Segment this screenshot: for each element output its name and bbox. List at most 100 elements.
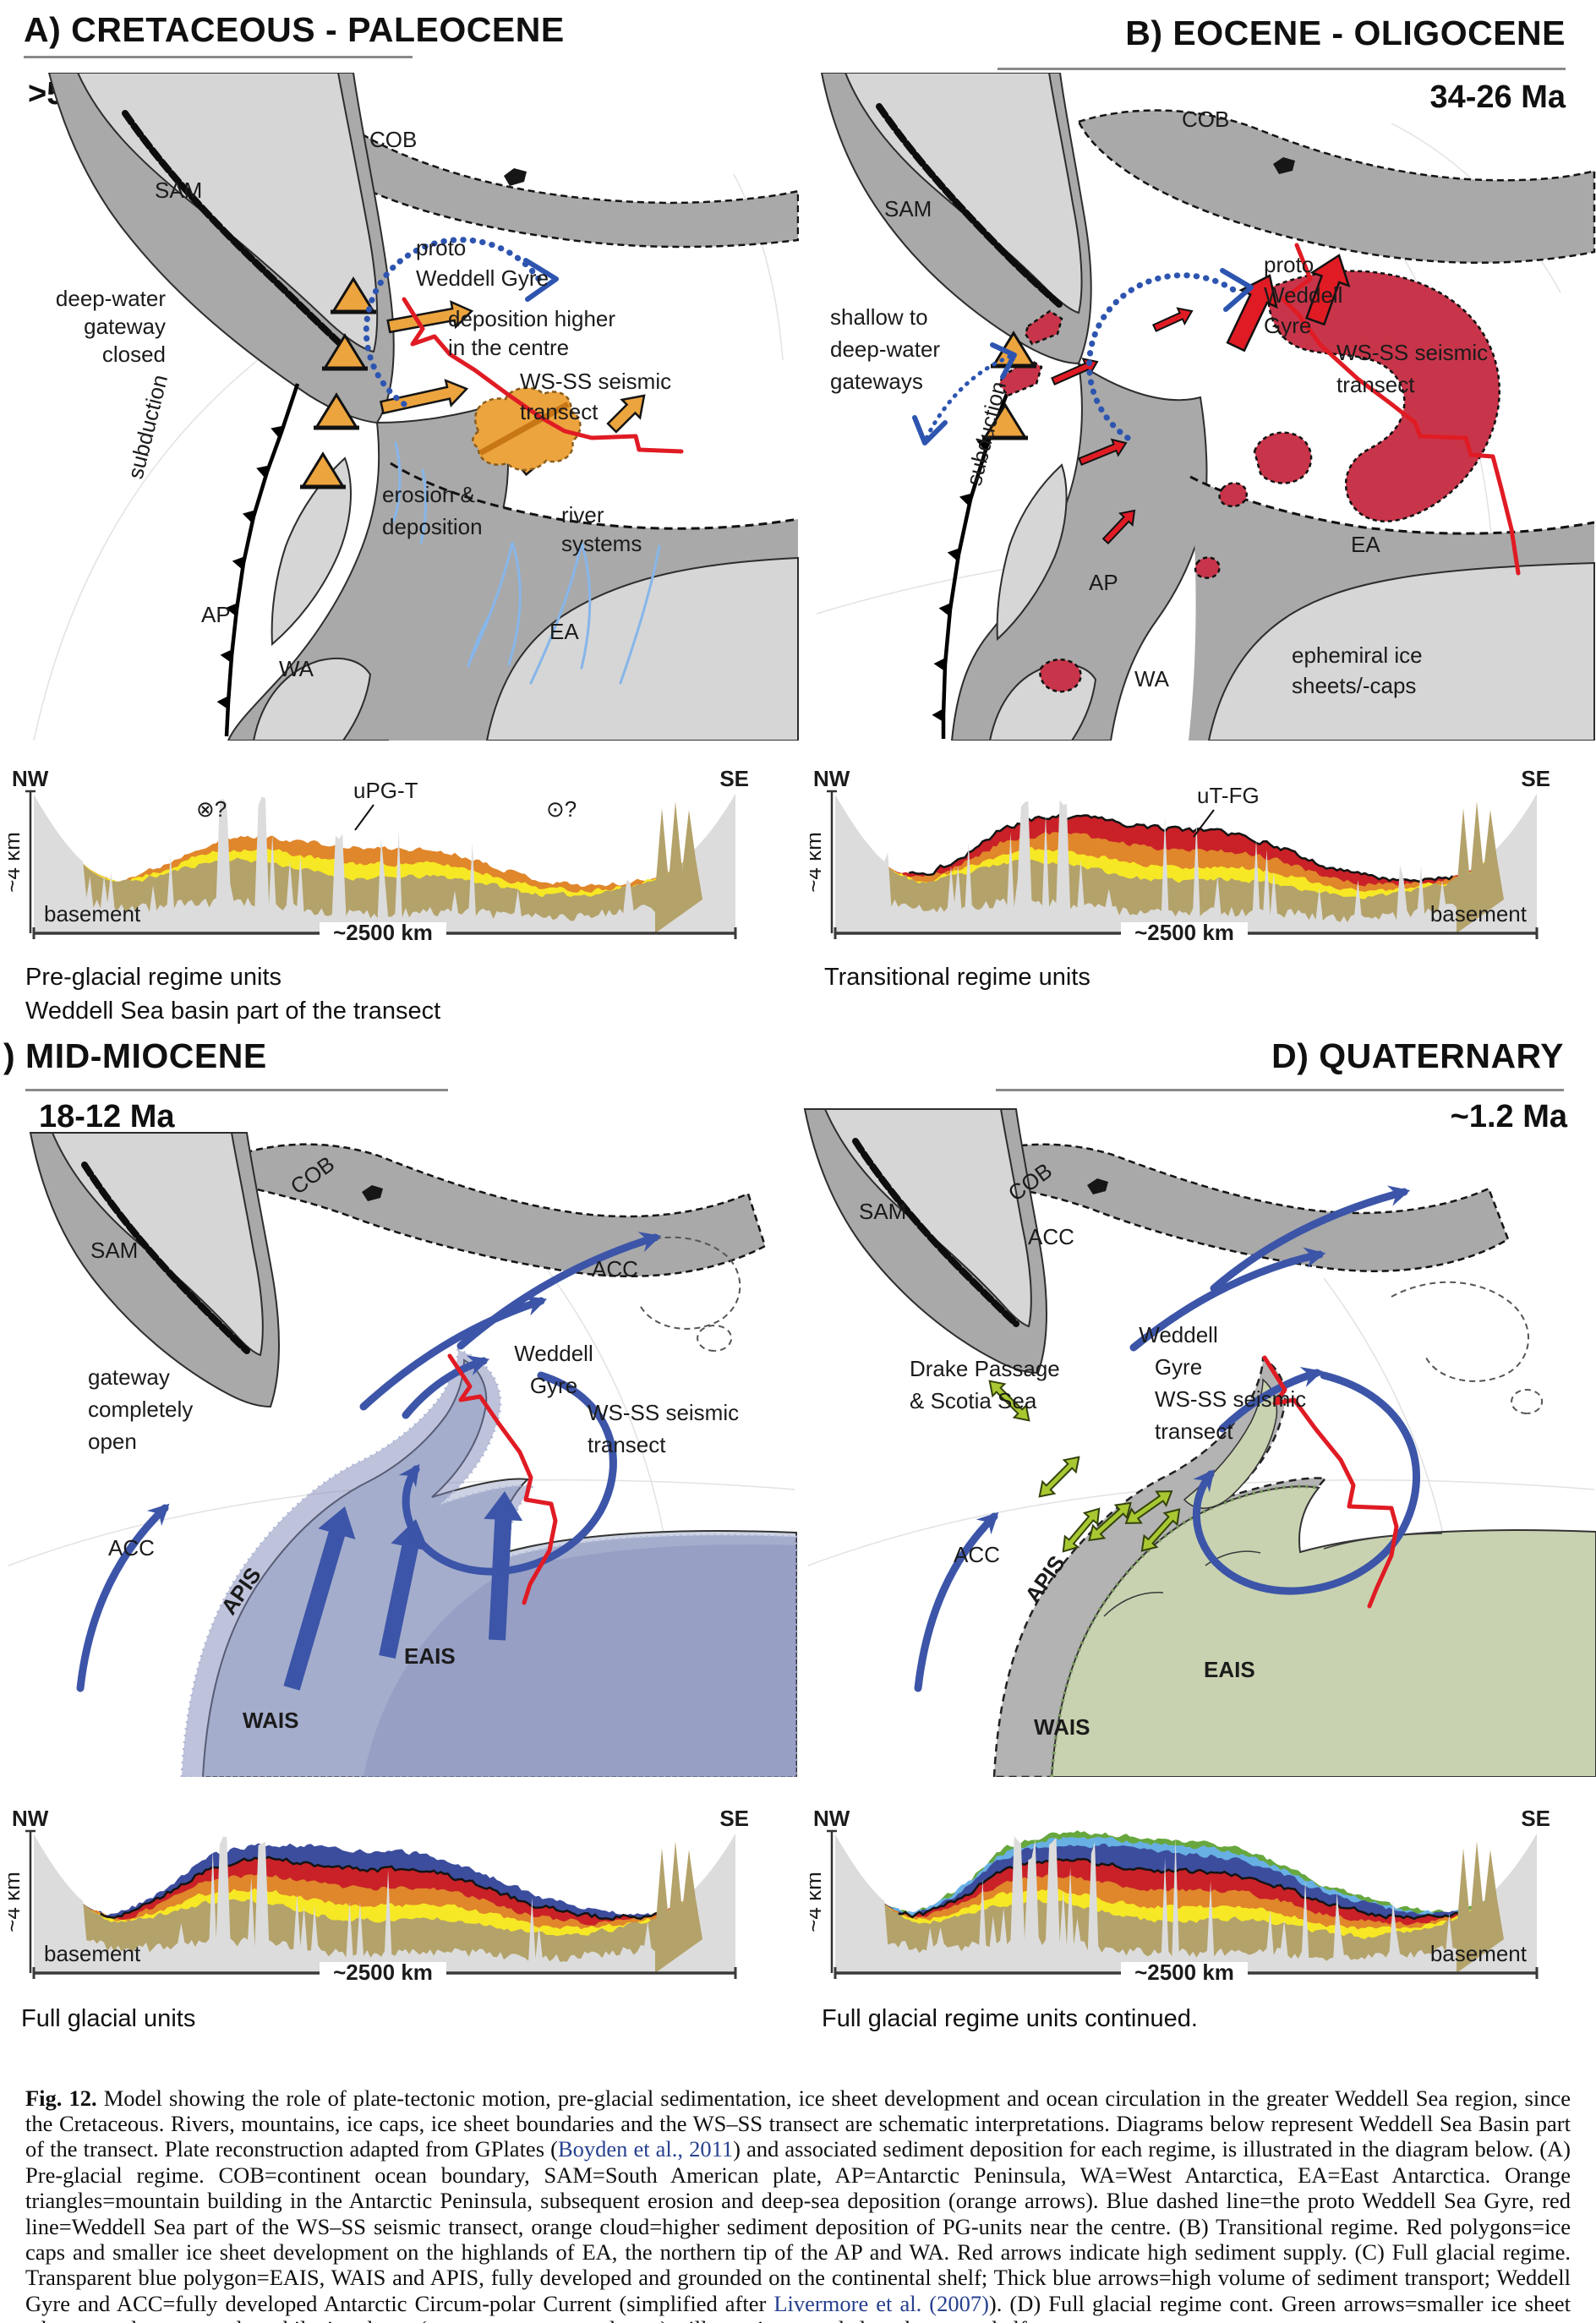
- panel-c-age: 18-12 Ma: [39, 1099, 175, 1134]
- layer-tan: [34, 795, 735, 933]
- section-b-caption: Transitional regime units: [824, 964, 1090, 991]
- cob-landmass: [923, 1143, 1510, 1272]
- east-antarctica-landmass: [389, 462, 799, 741]
- andes-mountains: [81, 1162, 250, 1354]
- orange-arrow-icon: [606, 394, 646, 434]
- label-basement: basement: [44, 1941, 141, 1966]
- label-ice-2: sheets/-caps: [1292, 673, 1416, 698]
- orange-arrow-icon: [386, 300, 474, 334]
- label-scale: ~2500 km: [1134, 1960, 1234, 1985]
- label-depth: ~4 km: [8, 832, 25, 893]
- scale-box: [1121, 1962, 1248, 1984]
- tan-pinnacles: [655, 1841, 702, 1973]
- cob-landmass: [1077, 109, 1596, 264]
- green-double-arrow-icon: [1124, 1490, 1173, 1524]
- label-wa: WA: [279, 656, 314, 681]
- tan-pinnacles: [655, 801, 702, 933]
- section-a-caption-2: Weddell Sea basin part of the transect: [25, 998, 441, 1025]
- label-transect-2: transect: [1336, 372, 1415, 397]
- ws-ss-transect-line: [1262, 1355, 1399, 1609]
- label-scale: ~2500 km: [333, 920, 433, 945]
- scale-box: [320, 1962, 446, 1984]
- label-nw: NW: [813, 1806, 850, 1831]
- citation-link-boyden[interactable]: Boyden et al., 2011: [557, 2136, 734, 2162]
- label-ice-1: ephemiral ice: [1292, 642, 1423, 668]
- proto-weddell-gyre-arrow: [1086, 268, 1254, 441]
- label-ap: AP: [201, 602, 231, 627]
- label-depth: ~4 km: [8, 1872, 25, 1932]
- panel-d-rule: [996, 1089, 1564, 1091]
- panel-d-age: ~1.2 Ma: [1450, 1099, 1567, 1134]
- label-transect-2: transect: [520, 399, 598, 424]
- label-gyre-2: Gyre: [1155, 1354, 1202, 1380]
- label-basement: basement: [44, 901, 141, 926]
- label-cob: COB: [369, 127, 417, 152]
- andes-mountains: [852, 1138, 1019, 1327]
- label-scale: ~2500 km: [1134, 920, 1234, 945]
- label-gyre-1: Weddell: [1139, 1322, 1217, 1347]
- label-transect-1: WS-SS seismic: [1336, 340, 1488, 365]
- ws-ss-transect-line: [1281, 243, 1521, 576]
- section-c-caption: Full glacial units: [21, 2005, 196, 2032]
- river-systems: [392, 441, 661, 685]
- label-gateway-2: deep-water: [830, 336, 940, 362]
- section-d-caption: Full glacial regime units continued.: [822, 2005, 1198, 2032]
- layer-tan: [34, 1836, 735, 1973]
- label-gyre-1: Weddell: [514, 1341, 593, 1366]
- cross-section-c: NW SE ~4 km basement ~2500 km: [8, 1806, 749, 1985]
- east-antarctica-landmass: [1189, 475, 1595, 741]
- label-gyre-2: Gyre: [530, 1373, 577, 1398]
- profile-c: [25, 1829, 737, 1979]
- label-transect-2: transect: [1155, 1418, 1233, 1444]
- label-basement: basement: [1430, 901, 1528, 926]
- label-erosion-2: deposition: [382, 514, 483, 539]
- label-sam: SAM: [90, 1238, 138, 1263]
- label-depth: ~4 km: [810, 1872, 826, 1932]
- citation-link-livermore[interactable]: Livermore et al. (2007): [773, 2290, 989, 2316]
- ws-ss-transect-line: [447, 1353, 558, 1605]
- label-se: SE: [1521, 1806, 1550, 1831]
- panel-b-map: SAM COB shallow to deep-water gateways p…: [816, 73, 1596, 741]
- label-transect-1: WS-SS seismic: [520, 369, 671, 394]
- ws-ss-transect-line: [402, 297, 684, 454]
- label-drake-2: & Scotia Sea: [910, 1388, 1037, 1413]
- basement-profile: [835, 793, 1537, 933]
- depth-axis: [827, 790, 837, 933]
- label-rivers-1: river: [561, 502, 604, 527]
- profile-b: [827, 790, 1539, 939]
- profile-d: [827, 1829, 1539, 1979]
- label-gyre-1: proto: [416, 235, 466, 260]
- label-gateway-1: shallow to: [830, 304, 928, 330]
- panel-c-rule: [25, 1089, 448, 1091]
- scale-box: [1121, 922, 1248, 944]
- label-rivers-2: systems: [561, 531, 642, 556]
- subduction-trench: [932, 393, 1009, 739]
- label-acc-top: ACC: [592, 1256, 638, 1282]
- label-acc-top: ACC: [1028, 1224, 1074, 1249]
- red-sediment-arrows: [1051, 254, 1351, 545]
- depth-axis: [25, 790, 36, 933]
- label-nw: NW: [12, 766, 49, 791]
- figure-caption: Fig. 12. Model showing the role of plate…: [25, 2085, 1571, 2323]
- unit-leader-line: [354, 804, 374, 831]
- section-a-caption-1: Pre-glacial regime units: [25, 964, 282, 991]
- panel-c-map: SAM COB ACC gateway completely open Wedd…: [8, 1132, 798, 1777]
- label-gateway-2: completely: [88, 1397, 193, 1422]
- label-gyre-2: Weddell: [1264, 282, 1342, 308]
- label-sam: SAM: [155, 178, 202, 203]
- green-double-arrow-icon: [1140, 1508, 1181, 1552]
- big-red-arrow-icon: [1226, 274, 1278, 353]
- label-gyre-1: proto: [1264, 252, 1314, 277]
- red-arrow-icon: [1151, 307, 1194, 332]
- green-double-arrow-icon: [1038, 1456, 1080, 1498]
- label-gateway-2: gateway: [84, 314, 166, 339]
- tan-pinnacles: [1457, 1841, 1504, 1973]
- panel-d-map: SAM COB ACC Drake Passage & Scotia Sea W…: [803, 1108, 1596, 1777]
- black-boundary-line: [908, 813, 1454, 883]
- panel-a-rule: [24, 56, 413, 58]
- cross-section-b: NW SE ~4 km basement ~2500 km uT-FG: [810, 766, 1550, 945]
- thick-blue-arrow-icon: [283, 1506, 356, 1691]
- panel-b-rule: [998, 68, 1566, 70]
- panel-d-title: D) QUATERNARY: [1271, 1036, 1564, 1075]
- label-se: SE: [719, 1806, 749, 1831]
